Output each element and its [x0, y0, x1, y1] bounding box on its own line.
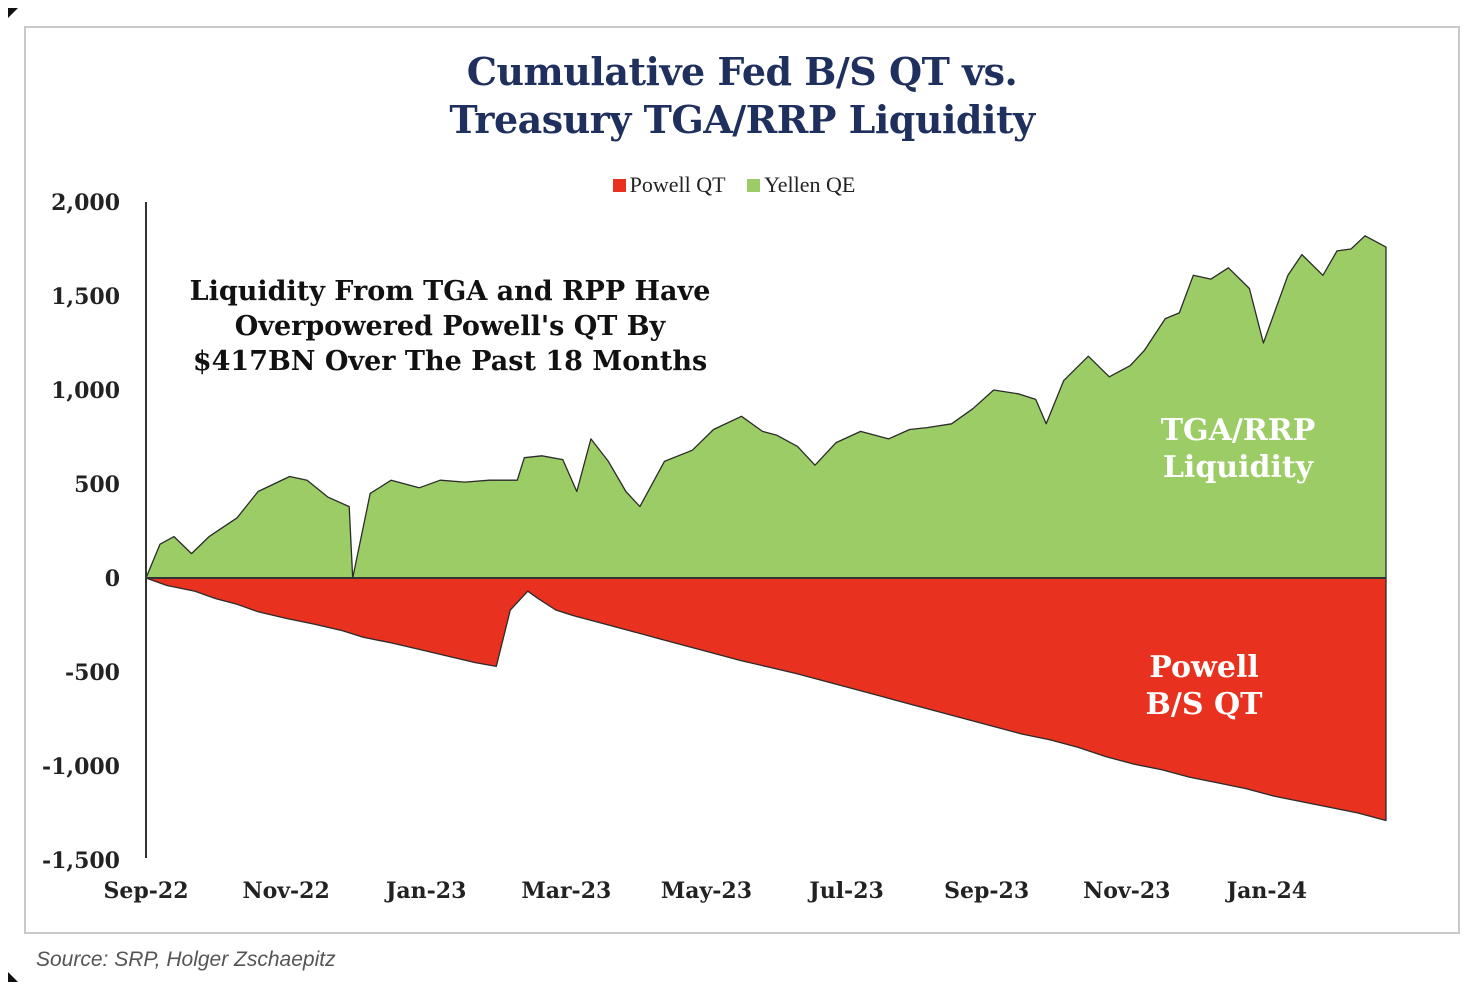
area-label-green: Liquidity — [1163, 450, 1315, 485]
legend-swatch-yellen-qe — [747, 179, 761, 192]
legend-item-yellen-qe: Yellen QE — [747, 172, 855, 198]
y-tick-label: 0 — [105, 566, 120, 592]
area-label-green: TGA/RRP — [1161, 413, 1316, 448]
annotation-line: $417BN Over The Past 18 Months — [193, 346, 707, 377]
x-tick-label: Mar-23 — [521, 878, 611, 904]
area-label-red: B/S QT — [1146, 687, 1264, 722]
x-tick-label: Nov-22 — [242, 878, 329, 904]
legend-label-yellen-qe: Yellen QE — [764, 172, 856, 197]
source-caption: Source: SRP, Holger Zschaepitz — [36, 948, 336, 971]
x-tick-label: Sep-23 — [944, 878, 1029, 904]
corner-mark — [8, 972, 18, 982]
y-tick-label: 1,500 — [51, 284, 120, 310]
chart-title-line-2: Treasury TGA/RRP Liquidity — [449, 97, 1035, 142]
y-tick-label: 500 — [74, 472, 120, 498]
corner-mark — [8, 8, 18, 18]
legend-label-powell-qt: Powell QT — [629, 172, 726, 197]
annotation-line: Overpowered Powell's QT By — [235, 311, 667, 342]
x-tick-label: Jan-23 — [384, 878, 466, 904]
x-tick-label: Jan-24 — [1225, 878, 1307, 904]
area-powell-qt — [145, 577, 1387, 822]
chart-title: Cumulative Fed B/S QT vs. Treasury TGA/R… — [24, 48, 1460, 144]
x-tick-label: Nov-23 — [1083, 878, 1170, 904]
chart-title-line-1: Cumulative Fed B/S QT vs. — [466, 49, 1018, 94]
y-tick-label: -1,000 — [42, 754, 120, 780]
legend-item-powell-qt: Powell QT — [612, 172, 726, 198]
legend: Powell QT Yellen QE — [0, 172, 1468, 198]
y-tick-label: 2,000 — [51, 190, 120, 216]
y-tick-label: 1,000 — [51, 378, 120, 404]
x-tick-label: May-23 — [661, 878, 752, 904]
x-tick-label: Sep-22 — [103, 878, 188, 904]
area-label-red: Powell — [1149, 650, 1258, 685]
x-tick-label: Jul-23 — [807, 878, 884, 904]
legend-swatch-powell-qt — [612, 179, 626, 192]
annotation-line: Liquidity From TGA and RPP Have — [190, 276, 711, 307]
y-tick-label: -500 — [65, 660, 120, 686]
y-tick-label: -1,500 — [42, 848, 120, 874]
